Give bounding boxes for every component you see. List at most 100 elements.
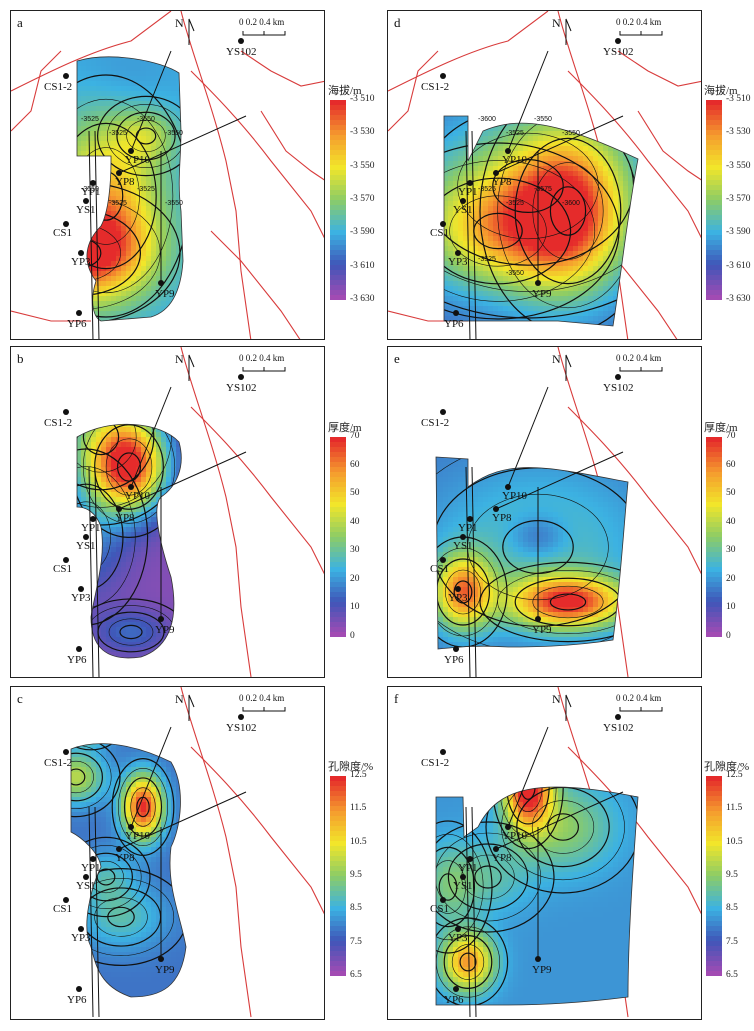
heatmap-cell bbox=[51, 532, 56, 537]
heatmap-cell bbox=[256, 81, 261, 86]
heatmap-cell bbox=[161, 241, 167, 247]
heatmap-cell bbox=[261, 331, 266, 336]
heatmap-cell bbox=[216, 447, 221, 452]
heatmap-cell bbox=[81, 577, 87, 583]
heatmap-cell bbox=[196, 171, 201, 176]
heatmap-cell bbox=[101, 96, 107, 102]
heatmap-cell bbox=[176, 562, 182, 568]
heatmap-cell bbox=[56, 211, 61, 216]
heatmap-cell bbox=[211, 156, 216, 161]
heatmap-cell bbox=[166, 442, 172, 448]
heatmap-cell bbox=[171, 71, 177, 77]
contour-ring bbox=[77, 147, 140, 245]
heatmap-cell bbox=[156, 131, 162, 137]
heatmap-cell bbox=[111, 291, 117, 297]
heatmap-cell bbox=[156, 276, 162, 282]
heatmap-cell bbox=[176, 502, 182, 508]
heatmap-cell bbox=[186, 382, 191, 387]
heatmap-cell bbox=[251, 417, 256, 422]
heatmap-cell bbox=[61, 211, 66, 216]
heatmap-cell bbox=[166, 462, 172, 468]
heatmap-cell bbox=[221, 437, 226, 442]
heatmap-cell bbox=[161, 457, 167, 463]
heatmap-cell bbox=[256, 547, 261, 552]
heatmap-cell bbox=[121, 402, 126, 407]
heatmap-cell bbox=[206, 537, 211, 542]
heatmap-cell bbox=[226, 467, 231, 472]
heatmap-cell bbox=[61, 477, 66, 482]
heatmap-cell bbox=[186, 387, 191, 392]
heatmap-cell bbox=[186, 442, 191, 447]
heatmap-cell bbox=[231, 517, 236, 522]
heatmap-cell bbox=[211, 86, 216, 91]
heatmap-cell bbox=[261, 186, 266, 191]
heatmap-cell bbox=[171, 487, 177, 493]
heatmap-cell bbox=[276, 482, 281, 487]
heatmap-cell bbox=[281, 321, 286, 326]
heatmap-cell bbox=[111, 567, 117, 573]
heatmap-cell bbox=[121, 251, 127, 257]
heatmap-cell bbox=[251, 407, 256, 412]
heatmap-cell bbox=[56, 532, 61, 537]
heatmap-cell bbox=[236, 402, 241, 407]
heatmap-cell bbox=[51, 387, 56, 392]
heatmap-cell bbox=[251, 111, 256, 116]
heatmap-cell bbox=[236, 462, 241, 467]
heatmap-cell bbox=[266, 447, 271, 452]
heatmap-cell bbox=[271, 477, 276, 482]
heatmap-cell bbox=[141, 537, 147, 543]
heatmap-cell bbox=[261, 517, 266, 522]
heatmap-cell bbox=[126, 161, 132, 167]
heatmap-cell bbox=[161, 532, 167, 538]
heatmap-cell bbox=[236, 96, 241, 101]
heatmap-cell bbox=[106, 382, 111, 387]
heatmap-cell bbox=[161, 226, 167, 232]
heatmap-cell bbox=[286, 166, 291, 171]
heatmap-cell bbox=[156, 482, 162, 488]
heatmap-cell bbox=[271, 96, 276, 101]
heatmap-cell bbox=[261, 427, 266, 432]
heatmap-cell bbox=[231, 316, 236, 321]
heatmap-cell bbox=[161, 567, 167, 573]
heatmap-cell bbox=[161, 131, 167, 137]
heatmap-cell bbox=[86, 291, 92, 297]
heatmap-cell bbox=[196, 281, 201, 286]
heatmap-cell bbox=[261, 226, 266, 231]
heatmap-cell bbox=[136, 216, 142, 222]
heatmap-cell bbox=[101, 161, 107, 167]
heatmap-cell bbox=[101, 417, 106, 422]
heatmap-cell bbox=[226, 146, 231, 151]
heatmap-cell bbox=[71, 447, 76, 452]
heatmap-cell bbox=[256, 96, 261, 101]
heatmap-cell bbox=[266, 321, 271, 326]
heatmap-cell bbox=[201, 336, 206, 340]
heatmap-cell bbox=[236, 201, 241, 206]
heatmap-cell bbox=[211, 71, 216, 76]
map-svg: YS102CS1-2YP10YP8YP1YS1CS1YP3YP9YP6-3525… bbox=[11, 11, 324, 340]
heatmap-cell bbox=[176, 216, 182, 222]
heatmap-cell bbox=[56, 387, 61, 392]
heatmap-cell bbox=[71, 141, 76, 146]
heatmap-cell bbox=[151, 186, 157, 192]
heatmap-cell bbox=[106, 276, 112, 282]
heatmap-cell bbox=[211, 216, 216, 221]
heatmap-cell bbox=[121, 382, 126, 387]
heatmap-cell bbox=[186, 216, 191, 221]
heatmap-cell bbox=[191, 402, 196, 407]
heatmap-cell bbox=[161, 452, 167, 458]
heatmap-cell bbox=[286, 216, 291, 221]
heatmap-cell bbox=[116, 96, 122, 102]
heatmap-cell bbox=[106, 442, 112, 448]
heatmap-cell bbox=[121, 81, 127, 87]
heatmap-cell bbox=[156, 316, 162, 322]
heatmap-cell bbox=[161, 291, 167, 297]
heatmap-cell bbox=[191, 562, 196, 567]
heatmap-cell bbox=[86, 56, 92, 62]
heatmap-cell bbox=[206, 462, 211, 467]
heatmap-cell bbox=[181, 377, 186, 382]
heatmap-cell bbox=[211, 407, 216, 412]
heatmap-cell bbox=[191, 417, 196, 422]
heatmap-cell bbox=[256, 321, 261, 326]
heatmap-cell bbox=[176, 86, 182, 92]
heatmap-cell bbox=[66, 106, 71, 111]
